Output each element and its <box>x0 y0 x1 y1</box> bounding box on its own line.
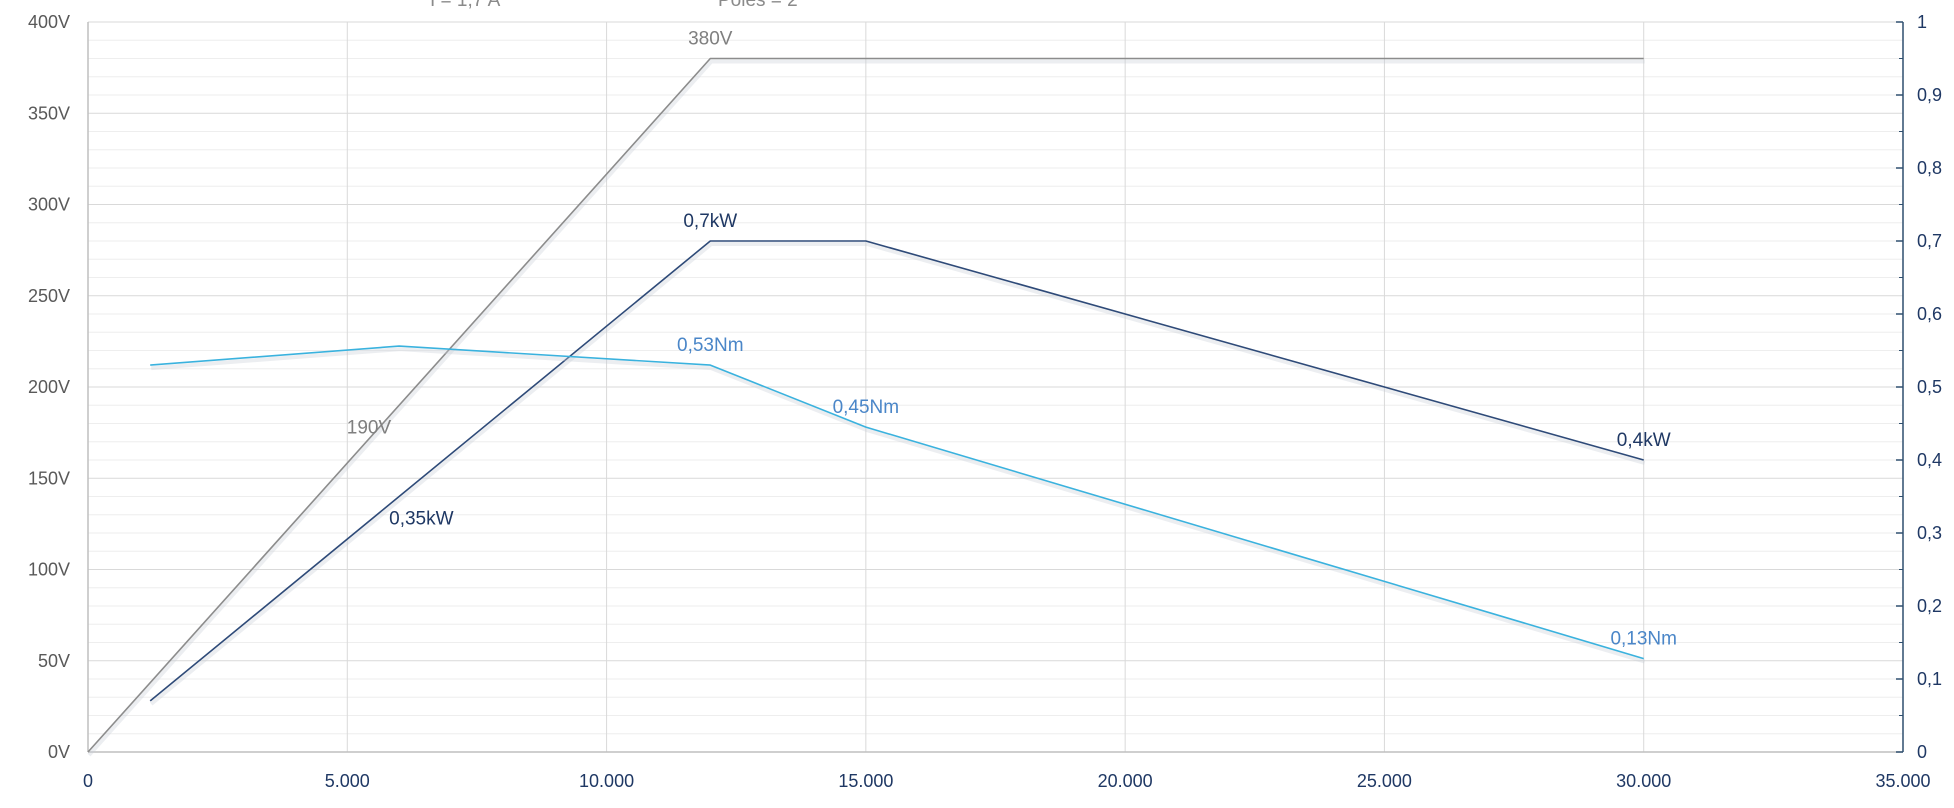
x-tick-label: 5.000 <box>325 771 370 791</box>
x-tick-label: 10.000 <box>579 771 634 791</box>
y-right-tick-label: 0,7 <box>1917 231 1942 251</box>
y-left-tick-label: 150V <box>28 468 70 488</box>
x-tick-label: 30.000 <box>1616 771 1671 791</box>
x-tick-label: 35.000 <box>1875 771 1930 791</box>
y-right-tick-label: 0,3 <box>1917 523 1942 543</box>
y-right-tick-label: 0,2 <box>1917 596 1942 616</box>
y-right-tick-label: 0,5 <box>1917 377 1942 397</box>
y-right-tick-label: 0,8 <box>1917 158 1942 178</box>
y-right-tick-label: 1 <box>1917 12 1927 32</box>
y-right-tick-label: 0,9 <box>1917 85 1942 105</box>
data-label: 0,4kW <box>1617 430 1671 451</box>
data-label: 0,7kW <box>683 211 737 232</box>
y-left-tick-label: 350V <box>28 103 70 123</box>
x-tick-label: 0 <box>83 771 93 791</box>
chart-header-fragment: I = 1,7 A Poles = 2 <box>0 0 1954 14</box>
series-line-shadow <box>87 59 1645 757</box>
series-line <box>87 57 1644 753</box>
data-label: 0,13Nm <box>1610 629 1677 650</box>
current-label: I = 1,7 A <box>430 0 501 11</box>
y-left-tick-label: 200V <box>28 377 70 397</box>
x-tick-label: 15.000 <box>838 771 893 791</box>
y-left-tick-label: 300V <box>28 195 70 215</box>
y-right-tick-label: 0,6 <box>1917 304 1942 324</box>
y-right-tick-label: 0,4 <box>1917 450 1942 470</box>
poles-label: Poles = 2 <box>718 0 798 11</box>
y-left-tick-label: 400V <box>28 12 70 32</box>
y-left-tick-label: 250V <box>28 286 70 306</box>
y-right-tick-label: 0 <box>1917 742 1927 762</box>
x-tick-label: 20.000 <box>1098 771 1153 791</box>
data-label: 0,35kW <box>389 509 453 530</box>
data-label: 0,53Nm <box>677 335 744 356</box>
series-line-shadow <box>151 347 1646 664</box>
series-line <box>149 240 1644 702</box>
y-left-tick-label: 0V <box>48 742 70 762</box>
y-right-tick-label: 0,1 <box>1917 669 1942 689</box>
series-line <box>150 345 1644 660</box>
x-tick-label: 25.000 <box>1357 771 1412 791</box>
series-line-shadow <box>149 242 1646 706</box>
data-label: 380V <box>688 29 733 50</box>
y-left-tick-label: 50V <box>38 651 70 671</box>
y-left-tick-label: 100V <box>28 560 70 580</box>
data-label: 190V <box>347 417 392 438</box>
data-label: 0,45Nm <box>833 397 900 418</box>
